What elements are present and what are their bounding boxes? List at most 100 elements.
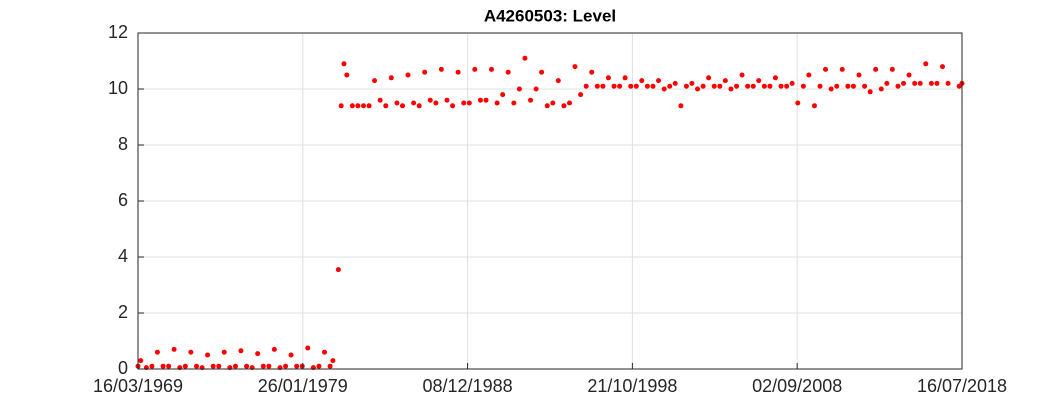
point [483, 97, 489, 103]
point [722, 78, 728, 84]
point [316, 363, 322, 369]
point [795, 100, 801, 106]
x-tick-label: 16/03/1969 [93, 376, 183, 396]
point [294, 363, 300, 369]
y-tick-label: 4 [118, 246, 128, 266]
point [912, 80, 918, 86]
point [221, 349, 227, 355]
point [895, 83, 901, 89]
point [533, 86, 539, 92]
point [650, 83, 656, 89]
point [283, 363, 289, 369]
point [633, 83, 639, 89]
point [873, 66, 879, 72]
point [154, 349, 160, 355]
point [244, 363, 250, 369]
point [906, 72, 912, 78]
y-tick-label: 2 [118, 302, 128, 322]
point [834, 83, 840, 89]
point [578, 92, 584, 98]
point [427, 97, 433, 103]
point [639, 78, 645, 84]
point [505, 69, 511, 75]
point [321, 349, 327, 355]
point [383, 103, 389, 109]
point [193, 363, 199, 369]
point [528, 97, 534, 103]
y-tick-label: 6 [118, 190, 128, 210]
point [828, 86, 834, 92]
point [817, 83, 823, 89]
point [594, 83, 600, 89]
point [461, 100, 467, 106]
point [349, 103, 355, 109]
y-tick-label: 8 [118, 134, 128, 154]
point [330, 358, 336, 364]
point [806, 72, 812, 78]
point [377, 97, 383, 103]
point [728, 86, 734, 92]
point [923, 61, 929, 67]
point [878, 86, 884, 92]
point [388, 75, 394, 81]
point [667, 83, 673, 89]
point [260, 363, 266, 369]
point [372, 78, 378, 84]
point [784, 83, 790, 89]
point [772, 75, 778, 81]
point [739, 72, 745, 78]
point [335, 267, 341, 273]
point [656, 78, 662, 84]
point [232, 363, 238, 369]
point [327, 363, 333, 369]
point [572, 64, 578, 70]
point [567, 100, 573, 106]
point [160, 363, 166, 369]
point [767, 83, 773, 89]
point [811, 103, 817, 109]
point [444, 97, 450, 103]
point [416, 103, 422, 109]
chart-title: A4260503: Level [484, 6, 616, 25]
point [845, 83, 851, 89]
x-tick-label: 21/10/1998 [587, 376, 677, 396]
point [355, 103, 361, 109]
point [555, 78, 561, 84]
point [394, 100, 400, 106]
point [166, 363, 172, 369]
point [455, 69, 461, 75]
point [605, 75, 611, 81]
point [271, 346, 277, 352]
point [188, 349, 194, 355]
point [945, 80, 951, 86]
point [422, 69, 428, 75]
point [411, 100, 417, 106]
point [305, 345, 311, 351]
point [149, 363, 155, 369]
point [706, 75, 712, 81]
point [856, 72, 862, 78]
point [789, 80, 795, 86]
point [622, 75, 628, 81]
point [617, 83, 623, 89]
point [138, 358, 144, 364]
point [939, 64, 945, 70]
point [466, 100, 472, 106]
point [366, 103, 372, 109]
point [238, 348, 244, 354]
point [522, 55, 528, 61]
point [550, 100, 556, 106]
y-tick-label: 0 [118, 358, 128, 378]
point [689, 80, 695, 86]
point [884, 80, 890, 86]
x-tick-label: 08/12/1988 [423, 376, 513, 396]
y-tick-label: 10 [108, 78, 128, 98]
point [678, 103, 684, 109]
point [210, 363, 216, 369]
point [761, 83, 767, 89]
point [589, 69, 595, 75]
point [928, 80, 934, 86]
